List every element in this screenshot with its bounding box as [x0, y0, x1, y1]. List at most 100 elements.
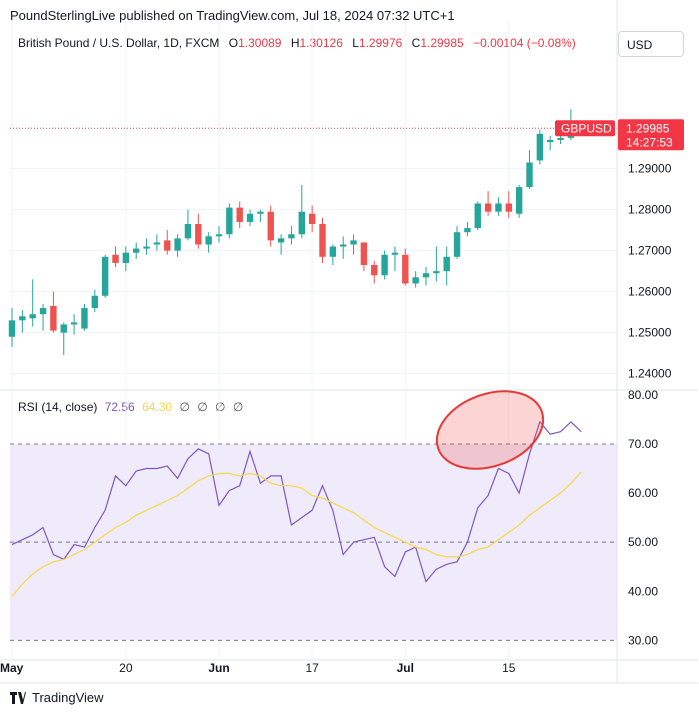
candle-body: [381, 254, 388, 276]
candle-body: [153, 242, 161, 245]
candle-body: [215, 234, 223, 237]
rsi-tick-label: 60.00: [628, 486, 658, 500]
rsi-pane: [10, 420, 617, 641]
last-price-tag: 1.29985: [626, 121, 670, 135]
brand-name[interactable]: TradingView: [32, 690, 104, 705]
rsi-tick-label: 30.00: [628, 633, 658, 647]
candle-body: [402, 254, 409, 284]
annotation-ellipse: [435, 390, 545, 470]
last-price-tag-bg: [618, 119, 684, 151]
rsi-tick-label: 80.00: [628, 388, 658, 402]
candle-body: [60, 324, 67, 333]
candle-body: [391, 252, 399, 255]
time-tick-label: 15: [502, 661, 516, 675]
candle-body: [443, 256, 450, 272]
candle-body: [91, 295, 98, 309]
candle-body: [371, 265, 378, 276]
na-value-4: ∅: [232, 400, 244, 414]
candle-body: [319, 224, 326, 257]
candle-body: [226, 207, 233, 235]
candle-body: [547, 139, 554, 142]
candle-body: [50, 306, 57, 331]
candle-body: [412, 277, 419, 284]
candle-body: [29, 314, 36, 319]
time-tick-label: May: [0, 661, 24, 675]
price-tick-label: 1.29000: [628, 162, 672, 176]
candle-body: [195, 224, 202, 245]
candle-body: [515, 187, 523, 214]
rsi-ma-value: 64.30: [142, 400, 173, 414]
candle-body: [464, 228, 471, 233]
candle-body: [174, 238, 181, 251]
na-value-2: ∅: [197, 400, 208, 414]
low-value: 1.29976: [358, 36, 403, 50]
candle-body: [257, 211, 264, 214]
candle-body: [164, 240, 171, 251]
na-value-3: ∅: [215, 400, 226, 414]
footer: TradingView: [10, 690, 104, 705]
candle-body: [112, 254, 119, 263]
rsi-tick-label: 70.00: [628, 437, 658, 451]
candle-body: [277, 238, 285, 243]
candle-body: [39, 308, 47, 315]
time-tick-label: 17: [305, 661, 319, 675]
candle-body: [267, 211, 274, 241]
candle-body: [19, 316, 26, 321]
candle-body: [536, 133, 544, 161]
time-tick-label: Jun: [208, 661, 229, 675]
candle-body: [329, 246, 337, 257]
candle-body: [360, 242, 368, 265]
candle-body: [422, 273, 430, 278]
candle-layer: [8, 109, 585, 356]
price-tag-layer: GBPUSD 1.29985 14:27:53: [555, 119, 684, 151]
candle-body: [288, 234, 295, 239]
change-value: −0.00104 (−0.08%): [473, 36, 576, 50]
open-value: 1.30089: [238, 36, 282, 50]
time-tick-label: Jul: [397, 661, 414, 675]
candle-body: [474, 203, 481, 229]
candle-body: [340, 244, 347, 247]
candle-body: [122, 252, 130, 263]
candle-body: [526, 162, 533, 188]
axis-layer: 1.24000 1.25000 1.26000 1.27000 1.28000 1.290…: [0, 0, 698, 684]
candle-body: [557, 137, 564, 140]
rsi-ma-line: [11, 471, 582, 597]
rsi-value: 72.56: [104, 400, 135, 414]
symbol-legend: British Pound / U.S. Dollar, 1D, FXCM O1…: [18, 36, 576, 50]
close-label: C: [411, 36, 421, 50]
countdown-tag: 14:27:53: [626, 135, 673, 149]
rsi-tick-label: 40.00: [628, 584, 658, 598]
price-tick-label: 1.28000: [628, 203, 672, 217]
candle-body: [484, 203, 492, 212]
publish-header: PoundSterlingLive published on TradingVi…: [10, 8, 455, 23]
tradingview-logo-icon: [10, 691, 26, 704]
price-tick-label: 1.25000: [628, 326, 672, 340]
candle-body: [8, 320, 16, 337]
high-value: 1.30126: [299, 36, 343, 50]
candle-body: [133, 248, 140, 253]
rsi-label: RSI (14, close): [18, 400, 98, 414]
ticker-tag: GBPUSD: [561, 121, 612, 135]
time-tick-label: 20: [119, 661, 133, 675]
price-tick-label: 1.27000: [628, 244, 672, 258]
rsi-tick-label: 50.00: [628, 535, 658, 549]
candle-body: [453, 232, 461, 257]
candle-body: [495, 203, 502, 212]
symbol-name: British Pound / U.S. Dollar, 1D, FXCM: [18, 36, 220, 50]
high-label: H: [290, 36, 300, 50]
price-tick-label: 1.26000: [628, 285, 672, 299]
currency-button[interactable]: USD: [618, 31, 684, 57]
candle-body: [205, 236, 212, 245]
candle-body: [246, 213, 254, 222]
candle-body: [350, 240, 357, 245]
candle-body: [236, 207, 243, 222]
low-label: L: [352, 36, 359, 50]
candle-body: [143, 246, 150, 249]
candle-body: [308, 213, 316, 224]
candle-body: [505, 203, 512, 212]
price-tick-label: 1.24000: [628, 367, 672, 381]
ticker-tag-bg: [555, 120, 615, 137]
candle-body: [70, 322, 78, 325]
candle-body: [298, 211, 305, 235]
